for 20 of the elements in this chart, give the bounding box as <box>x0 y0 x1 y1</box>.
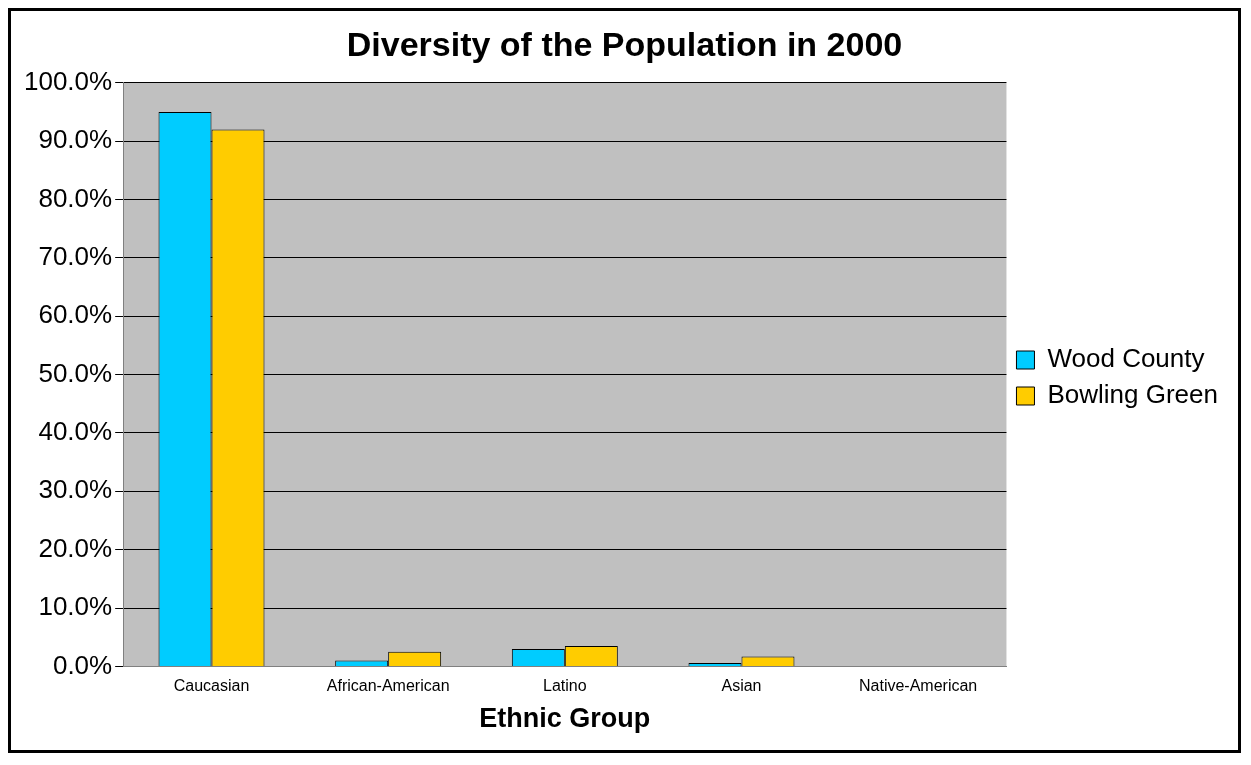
x-tick-label: African-American <box>326 677 450 695</box>
chart-title: Diversity of the Population in 2000 <box>346 24 903 63</box>
y-tick-label: 10.0% <box>38 591 113 622</box>
y-tick-label: 30.0% <box>38 474 113 505</box>
y-tick-label: 50.0% <box>38 357 113 388</box>
y-tick-label: 60.0% <box>38 299 113 330</box>
x-tick-label: Latino <box>543 677 587 695</box>
legend-label: Wood County <box>1047 343 1205 374</box>
y-tick-label: 0.0% <box>52 649 113 680</box>
y-tick-label: 20.0% <box>38 532 113 563</box>
y-tick-label: 100.0% <box>23 65 113 96</box>
y-tick-label: 40.0% <box>38 416 113 447</box>
x-tick-label: Native-American <box>859 677 978 695</box>
x-tick-label: Asian <box>721 677 762 695</box>
y-tick-label: 80.0% <box>38 182 113 213</box>
y-tick-label: 90.0% <box>38 124 113 155</box>
legend-label: Bowling Green <box>1047 379 1219 410</box>
x-tick-label: Caucasian <box>173 677 250 695</box>
y-tick-label: 70.0% <box>38 241 113 272</box>
x-axis-title: Ethnic Group <box>479 703 651 734</box>
